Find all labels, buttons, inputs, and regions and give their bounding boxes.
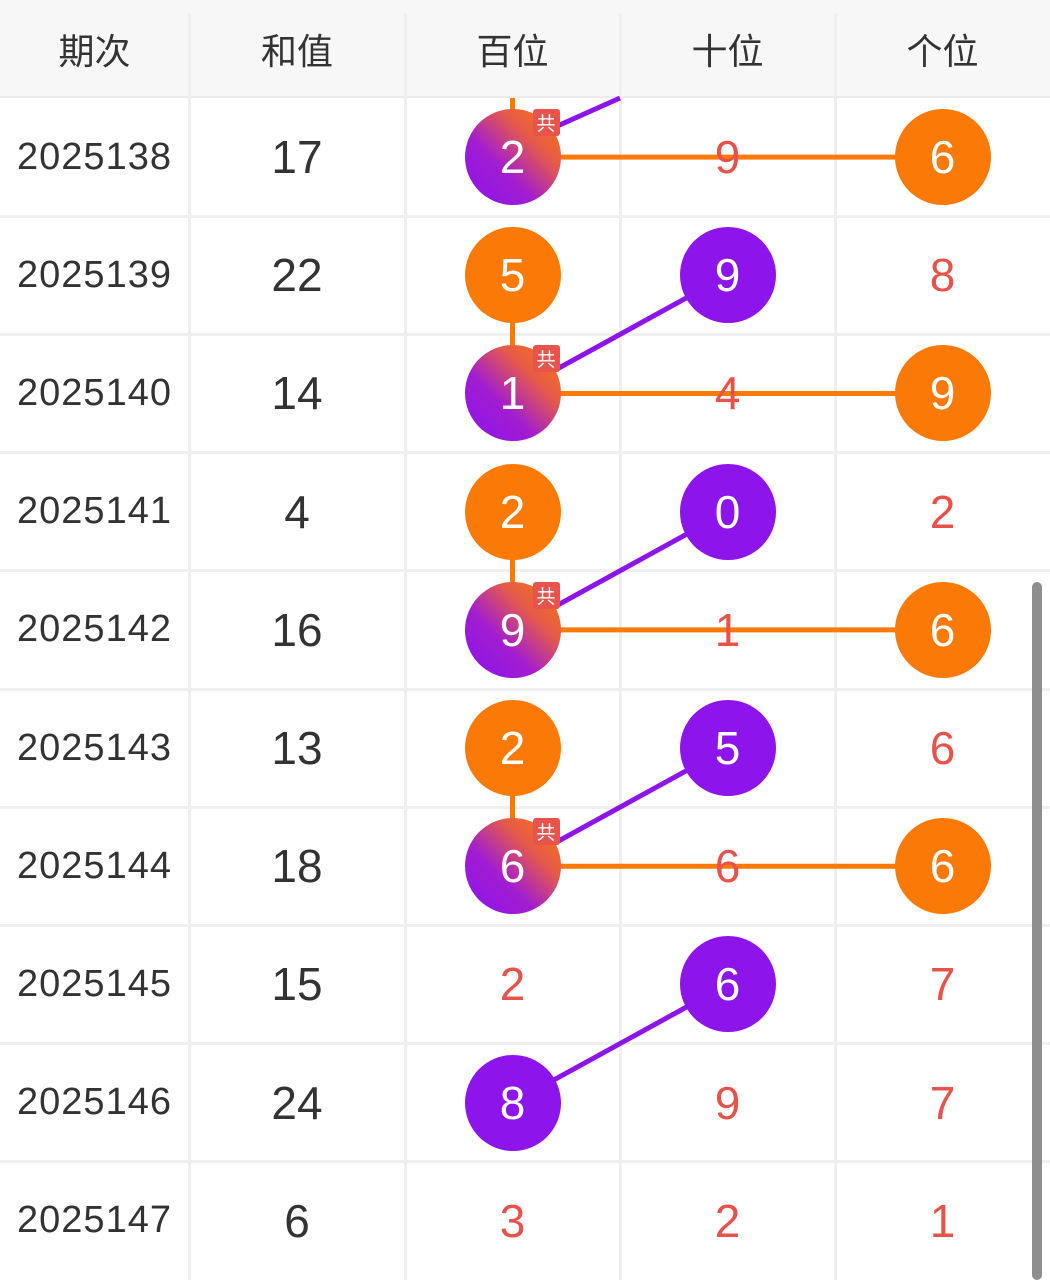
sum-value: 18 <box>271 840 323 893</box>
digit-cell-plain: 1 <box>929 1194 956 1247</box>
digit-cell-plain: 7 <box>929 958 956 1011</box>
issue-number: 2025145 <box>17 962 172 1005</box>
issue-number: 2025143 <box>17 726 172 769</box>
digit-cell: 6 <box>835 807 1050 925</box>
issue-number: 2025141 <box>17 490 172 533</box>
issue-number: 2025144 <box>17 844 172 887</box>
purple-number-ball: 5 <box>679 700 776 797</box>
row-divider <box>0 923 1050 927</box>
digit-cell-plain: 1 <box>714 603 741 656</box>
sum-value: 4 <box>284 485 310 538</box>
digit-cell: 2 <box>405 689 620 807</box>
header-units: 个位 <box>906 31 979 72</box>
orange-number-ball: 6 <box>894 109 991 206</box>
sum-value: 16 <box>271 603 323 656</box>
issue-number: 2025142 <box>17 608 172 651</box>
sum-value: 24 <box>271 1076 323 1129</box>
row-divider <box>0 569 1050 573</box>
column-divider <box>404 14 407 1280</box>
digit-cell-plain: 2 <box>499 958 526 1011</box>
orange-number-ball: 6 <box>894 581 991 678</box>
digit-cell: 9 <box>835 334 1050 452</box>
row-divider <box>0 687 1050 691</box>
purple-number-ball: 9 <box>679 227 776 324</box>
header-tens: 十位 <box>691 31 764 72</box>
digit-cell: 6 <box>835 98 1050 216</box>
issue-number: 2025139 <box>17 253 172 296</box>
digit-cell-plain: 8 <box>929 249 956 302</box>
column-divider <box>188 14 191 1280</box>
table-header: 期次 和值 百位 十位 个位 <box>0 0 1050 98</box>
orange-number-ball: 2 <box>464 700 561 797</box>
header-hundreds: 百位 <box>476 31 549 72</box>
shared-badge: 共 <box>532 818 560 846</box>
column-divider <box>834 14 837 1280</box>
orange-number-ball: 6 <box>894 818 991 915</box>
row-divider <box>0 214 1050 218</box>
row-divider <box>0 1160 1050 1164</box>
issue-number: 2025147 <box>17 1199 172 1242</box>
purple-number-ball: 0 <box>679 463 776 560</box>
digit-cell-plain: 2 <box>714 1194 741 1247</box>
vertical-scrollbar[interactable] <box>1032 582 1042 1280</box>
digit-cell-plain: 3 <box>499 1194 526 1247</box>
sum-value: 13 <box>271 722 323 775</box>
digit-cell-plain: 4 <box>714 367 741 420</box>
purple-number-ball: 6 <box>679 936 776 1033</box>
sum-value: 17 <box>271 131 323 184</box>
digit-cell: 2 <box>405 453 620 571</box>
digit-cell-plain: 6 <box>929 722 956 775</box>
issue-number: 2025140 <box>17 371 172 414</box>
shared-badge: 共 <box>532 345 560 373</box>
header-sum: 和值 <box>260 31 333 72</box>
row-divider <box>0 1042 1050 1046</box>
digit-cell: 6 <box>620 925 835 1043</box>
orange-number-ball: 5 <box>464 227 561 324</box>
issue-number: 2025146 <box>17 1081 172 1124</box>
shared-number-ball: 6 <box>464 818 561 915</box>
digit-cell-plain: 9 <box>714 1076 741 1129</box>
sum-value: 6 <box>284 1194 310 1247</box>
sum-value: 14 <box>271 367 323 420</box>
column-divider <box>619 14 622 1280</box>
orange-number-ball: 2 <box>464 463 561 560</box>
digit-cell-plain: 7 <box>929 1076 956 1129</box>
digit-cell-plain: 2 <box>929 485 956 538</box>
digit-cell: 9 <box>620 216 835 334</box>
shared-badge: 共 <box>532 109 560 137</box>
row-divider <box>0 451 1050 455</box>
digit-cell: 6 <box>835 571 1050 689</box>
orange-number-ball: 9 <box>894 345 991 442</box>
sum-value: 22 <box>271 249 323 302</box>
digit-cell-plain: 6 <box>714 840 741 893</box>
purple-number-ball: 8 <box>464 1054 561 1151</box>
digit-cell-plain: 9 <box>714 131 741 184</box>
digit-cell: 5 <box>620 689 835 807</box>
row-divider <box>0 805 1050 809</box>
shared-badge: 共 <box>532 581 560 609</box>
sum-value: 15 <box>271 958 323 1011</box>
digit-cell: 8 <box>405 1044 620 1162</box>
digit-cell: 5 <box>405 216 620 334</box>
row-divider <box>0 332 1050 336</box>
issue-number: 2025138 <box>17 135 172 178</box>
digit-cell: 0 <box>620 453 835 571</box>
header-issue: 期次 <box>58 31 131 72</box>
